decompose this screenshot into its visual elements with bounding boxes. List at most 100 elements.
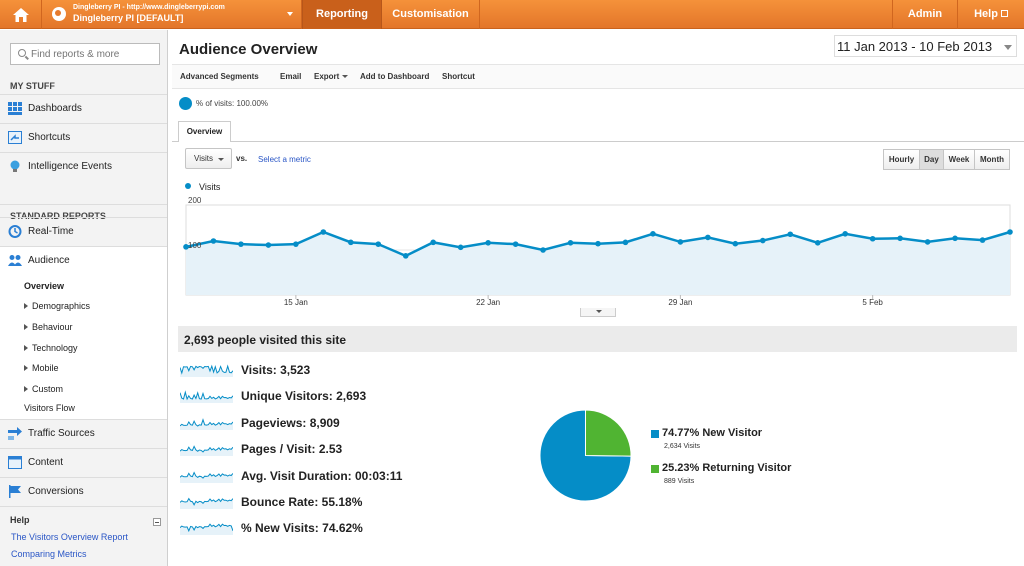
data-point[interactable] bbox=[183, 244, 189, 250]
add-to-dashboard-button[interactable]: Add to Dashboard bbox=[360, 72, 430, 81]
metric-label: Visits bbox=[194, 154, 213, 163]
segment-pie-icon bbox=[179, 97, 192, 110]
data-point[interactable] bbox=[897, 235, 903, 242]
select-metric-link[interactable]: Select a metric bbox=[258, 155, 311, 164]
sidebar-item-label: Conversions bbox=[28, 486, 84, 497]
data-point[interactable] bbox=[787, 231, 794, 238]
data-point[interactable] bbox=[842, 231, 848, 237]
tab-customisation[interactable]: Customisation bbox=[382, 0, 480, 29]
granularity-week-button[interactable]: Week bbox=[943, 149, 975, 170]
granularity-hourly-button[interactable]: Hourly bbox=[883, 149, 920, 170]
data-point[interactable] bbox=[979, 237, 986, 243]
data-point[interactable] bbox=[567, 240, 574, 246]
sidebar-subitem-mobile[interactable]: Mobile bbox=[24, 363, 59, 373]
stat-pageviews[interactable]: Pageviews: 8,909 bbox=[180, 413, 520, 433]
email-button[interactable]: Email bbox=[280, 72, 302, 81]
sidebar-subitem-overview[interactable]: Overview bbox=[24, 281, 65, 291]
data-point[interactable] bbox=[760, 237, 766, 244]
people-icon bbox=[8, 255, 22, 266]
stat-pages-per-visit[interactable]: Pages / Visit: 2.53 bbox=[180, 439, 520, 459]
data-point[interactable] bbox=[293, 241, 299, 247]
data-point[interactable] bbox=[512, 241, 519, 247]
data-point[interactable] bbox=[677, 239, 684, 245]
x-tick-label: 29 Jan bbox=[668, 298, 692, 307]
sidebar-item-traffic-sources[interactable]: Traffic Sources bbox=[0, 419, 167, 448]
search-input[interactable] bbox=[31, 46, 156, 62]
stat-bounce-rate[interactable]: Bounce Rate: 55.18% bbox=[180, 492, 520, 512]
sidebar-item-dashboards[interactable]: Dashboards bbox=[0, 94, 167, 123]
external-link-icon bbox=[1000, 10, 1008, 17]
sparkline-line bbox=[180, 445, 233, 453]
sidebar-item-content[interactable]: Content bbox=[0, 448, 167, 477]
sidebar: MY STUFF Dashboards Shortcuts Intelligen… bbox=[0, 30, 168, 566]
data-point[interactable] bbox=[952, 235, 958, 242]
flag-icon bbox=[9, 485, 21, 498]
data-point[interactable] bbox=[650, 231, 656, 237]
sparkline-line bbox=[180, 471, 233, 479]
visits-line-chart[interactable]: 200 100 15 Jan 22 Jan 29 Jan 5 Feb bbox=[180, 195, 1016, 317]
help-link[interactable]: Help bbox=[958, 0, 1024, 29]
data-point[interactable] bbox=[485, 240, 491, 246]
sidebar-subitem-behaviour[interactable]: Behaviour bbox=[24, 322, 73, 332]
summary-heading: 2,693 people visited this site bbox=[184, 333, 347, 347]
stat-label: Bounce Rate: 55.18% bbox=[241, 495, 363, 509]
sidebar-subitem-custom[interactable]: Custom bbox=[24, 384, 63, 394]
pie-count-new-visitor: 2,634 Visits bbox=[664, 443, 701, 450]
stat-unique-visitors[interactable]: Unique Visitors: 2,693 bbox=[180, 386, 520, 406]
data-point[interactable] bbox=[924, 239, 931, 245]
data-point[interactable] bbox=[732, 240, 739, 247]
visitor-type-pie-chart[interactable] bbox=[538, 408, 633, 503]
help-link-visitors-overview[interactable]: The Visitors Overview Report bbox=[11, 532, 128, 542]
sidebar-item-shortcuts[interactable]: Shortcuts bbox=[0, 123, 167, 152]
sidebar-item-intelligence-events[interactable]: Intelligence Events bbox=[0, 152, 167, 181]
data-point[interactable] bbox=[705, 234, 711, 241]
data-point[interactable] bbox=[457, 244, 464, 251]
data-point[interactable] bbox=[320, 229, 327, 235]
stat-new-visits[interactable]: % New Visits: 74.62% bbox=[180, 518, 520, 538]
sidebar-item-label: Traffic Sources bbox=[28, 428, 95, 439]
data-point[interactable] bbox=[402, 253, 409, 259]
account-selector[interactable]: Dingleberry PI - http://www.dingleberryp… bbox=[42, 0, 302, 29]
pie-label-returning-visitor: 25.23% Returning Visitor bbox=[662, 462, 792, 474]
help-link-comparing-metrics[interactable]: Comparing Metrics bbox=[11, 549, 87, 559]
data-point[interactable] bbox=[265, 242, 272, 248]
advanced-segments-button[interactable]: Advanced Segments bbox=[180, 72, 259, 81]
metric-selector[interactable]: Visits bbox=[185, 148, 232, 169]
sparkline bbox=[180, 445, 233, 456]
data-point[interactable] bbox=[869, 235, 876, 242]
shortcut-button[interactable]: Shortcut bbox=[442, 72, 475, 81]
sidebar-item-conversions[interactable]: Conversions bbox=[0, 477, 167, 506]
sidebar-item-label: Audience bbox=[28, 255, 70, 266]
sidebar-subitem-demographics[interactable]: Demographics bbox=[24, 301, 90, 311]
sidebar-subitem-technology[interactable]: Technology bbox=[24, 343, 78, 353]
pie-slice-returning-visitor[interactable] bbox=[585, 409, 632, 457]
collapse-icon[interactable] bbox=[153, 518, 161, 526]
data-point[interactable] bbox=[238, 241, 244, 247]
date-range-picker[interactable]: 11 Jan 2013 - 10 Feb 2013 bbox=[834, 35, 1017, 57]
data-point[interactable] bbox=[814, 240, 821, 246]
data-point[interactable] bbox=[540, 247, 546, 253]
tab-overview[interactable]: Overview bbox=[178, 121, 231, 142]
stat-visits[interactable]: Visits: 3,523 bbox=[180, 360, 520, 380]
data-point[interactable] bbox=[1007, 229, 1013, 235]
granularity-month-button[interactable]: Month bbox=[974, 149, 1010, 170]
stat-label: Pages / Visit: 2.53 bbox=[241, 442, 343, 456]
data-point[interactable] bbox=[375, 241, 382, 247]
sidebar-item-realtime[interactable]: Real-Time bbox=[0, 217, 167, 246]
data-point[interactable] bbox=[622, 239, 629, 246]
sparkline bbox=[180, 497, 233, 509]
data-point[interactable] bbox=[348, 239, 354, 246]
granularity-day-button[interactable]: Day bbox=[919, 149, 944, 170]
data-point[interactable] bbox=[595, 240, 601, 247]
data-point[interactable] bbox=[210, 238, 217, 244]
data-point[interactable] bbox=[430, 239, 436, 246]
stat-avg-visit-duration[interactable]: Avg. Visit Duration: 00:03:11 bbox=[180, 466, 520, 486]
sidebar-subitem-visitors-flow[interactable]: Visitors Flow bbox=[24, 403, 75, 413]
admin-link[interactable]: Admin bbox=[892, 0, 958, 29]
home-button[interactable] bbox=[0, 0, 42, 29]
tab-reporting[interactable]: Reporting bbox=[302, 0, 382, 29]
report-search[interactable] bbox=[10, 43, 160, 65]
stat-label: % New Visits: 74.62% bbox=[241, 521, 363, 535]
export-button[interactable]: Export bbox=[314, 72, 349, 81]
chart-expand-handle[interactable] bbox=[580, 308, 616, 317]
